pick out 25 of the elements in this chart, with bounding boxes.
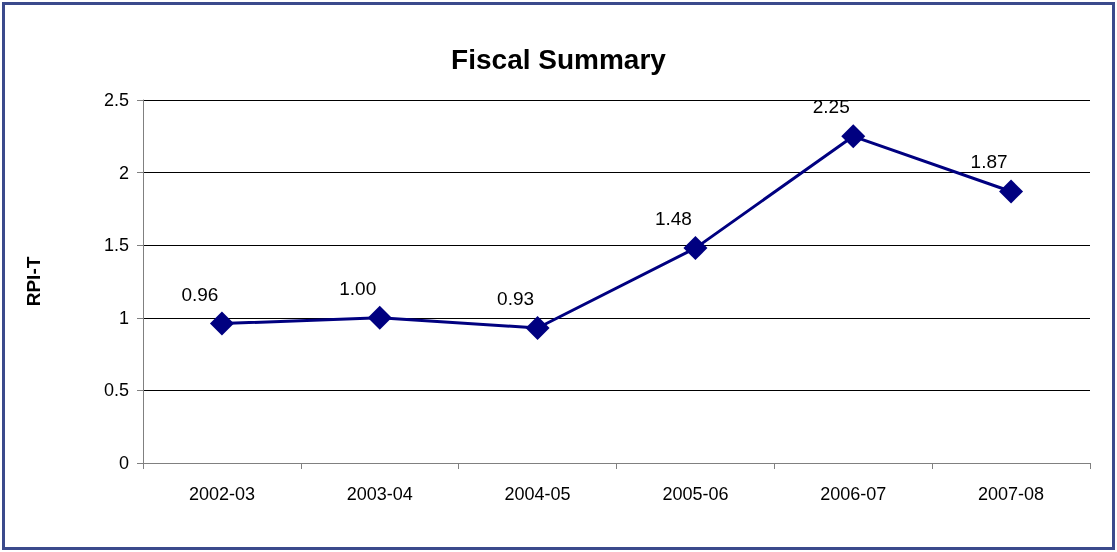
- y-tick-label: 0: [118, 453, 129, 473]
- x-tick-label: 2006-07: [820, 484, 887, 504]
- y-tick-label: 2.5: [103, 90, 129, 110]
- x-tick-label: 2002-03: [188, 484, 255, 504]
- point: [367, 305, 392, 330]
- point: [209, 311, 234, 336]
- point: [683, 236, 708, 261]
- y-tick-label: 1: [118, 307, 129, 328]
- data-label: 1.00: [339, 277, 377, 299]
- y-axis-title: RPI-T: [23, 256, 44, 307]
- y-tick-label: 2: [118, 162, 129, 183]
- x-tick-label: 2005-06: [662, 484, 729, 504]
- x-tick-label: 2007-08: [978, 484, 1045, 504]
- point: [999, 179, 1024, 204]
- data-label: 1.48: [654, 208, 692, 230]
- data-label: 1.87: [970, 151, 1008, 173]
- y-tick-label: 1.5: [103, 235, 129, 256]
- chart-title: Fiscal Summary: [451, 43, 667, 75]
- point: [525, 315, 550, 340]
- x-tick-label: 2003-04: [346, 484, 413, 504]
- x-tick-label: 2004-05: [504, 484, 571, 504]
- data-label: 0.96: [181, 283, 219, 305]
- y-tick-label: 0.5: [103, 380, 129, 401]
- point: [841, 124, 866, 149]
- data-label: 0.93: [497, 287, 535, 309]
